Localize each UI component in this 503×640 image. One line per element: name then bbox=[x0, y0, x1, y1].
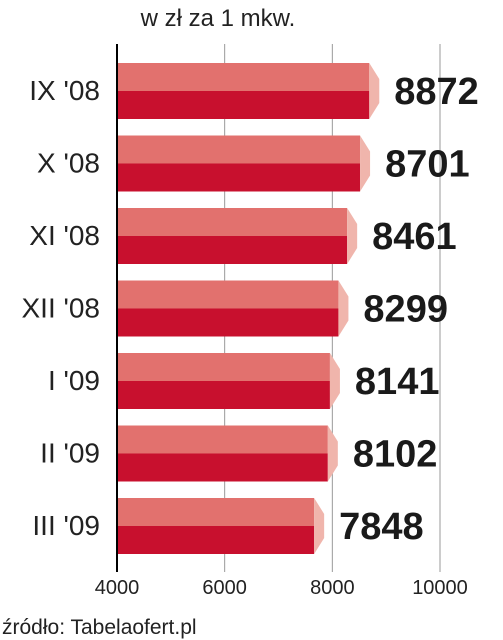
category-label: I '09 bbox=[48, 365, 100, 396]
bar-bottom-face bbox=[117, 163, 361, 192]
value-label: 8141 bbox=[355, 361, 440, 403]
bar-end-cap bbox=[329, 353, 340, 409]
value-labels: 8872 8701 8461 8299 8141 8102 7848 bbox=[339, 71, 479, 548]
bar bbox=[117, 280, 349, 337]
x-tick-labels: 4000 6000 8000 10000 bbox=[95, 577, 468, 599]
value-label: 8872 bbox=[394, 71, 479, 113]
bar-top-face bbox=[117, 280, 339, 309]
bar bbox=[117, 63, 380, 119]
bar-end-cap bbox=[360, 135, 371, 192]
bar-top-face bbox=[117, 208, 348, 236]
x-tick-label: 6000 bbox=[202, 577, 247, 599]
bar-end-cap bbox=[338, 280, 349, 337]
value-label: 8102 bbox=[353, 434, 438, 476]
bar-top-face bbox=[117, 135, 361, 164]
bar bbox=[117, 208, 358, 264]
category-label: IX '08 bbox=[29, 75, 100, 106]
bar-bottom-face bbox=[117, 308, 339, 337]
bar-end-cap bbox=[369, 63, 380, 119]
bar-top-face bbox=[117, 63, 370, 91]
source-note: źródło: Tabelaofert.pl bbox=[2, 616, 197, 639]
value-label: 8299 bbox=[363, 289, 448, 331]
bar bbox=[117, 353, 340, 409]
bar-end-cap bbox=[347, 208, 358, 264]
x-tick-label: 4000 bbox=[95, 577, 140, 599]
category-label: XI '08 bbox=[29, 220, 100, 251]
category-labels: IX '08 X '08 XI '08 XII '08 I '09 II '09 III '… bbox=[21, 75, 100, 541]
value-label: 8461 bbox=[372, 216, 457, 258]
bar-top-face bbox=[117, 425, 328, 454]
bar-bottom-face bbox=[117, 381, 330, 409]
bar-bottom-face bbox=[117, 91, 370, 119]
chart-subtitle: w zł za 1 mkw. bbox=[140, 5, 296, 32]
category-label: XII '08 bbox=[21, 293, 100, 324]
bar-bottom-face bbox=[117, 453, 328, 482]
value-label: 7848 bbox=[339, 506, 424, 548]
bar-end-cap bbox=[314, 498, 325, 554]
x-tick-label: 10000 bbox=[412, 577, 468, 599]
bar-bottom-face bbox=[117, 526, 315, 554]
category-label: X '08 bbox=[37, 148, 100, 179]
category-label: II '09 bbox=[40, 438, 100, 469]
bars bbox=[117, 63, 380, 554]
x-tick-label: 8000 bbox=[310, 577, 355, 599]
bar bbox=[117, 425, 338, 482]
bar-end-cap bbox=[327, 425, 338, 482]
bar-top-face bbox=[117, 353, 330, 381]
bar bbox=[117, 135, 371, 192]
bar-top-face bbox=[117, 498, 315, 526]
bar bbox=[117, 498, 325, 554]
category-label: III '09 bbox=[32, 510, 100, 541]
bar-bottom-face bbox=[117, 236, 348, 264]
value-label: 8701 bbox=[385, 144, 470, 186]
